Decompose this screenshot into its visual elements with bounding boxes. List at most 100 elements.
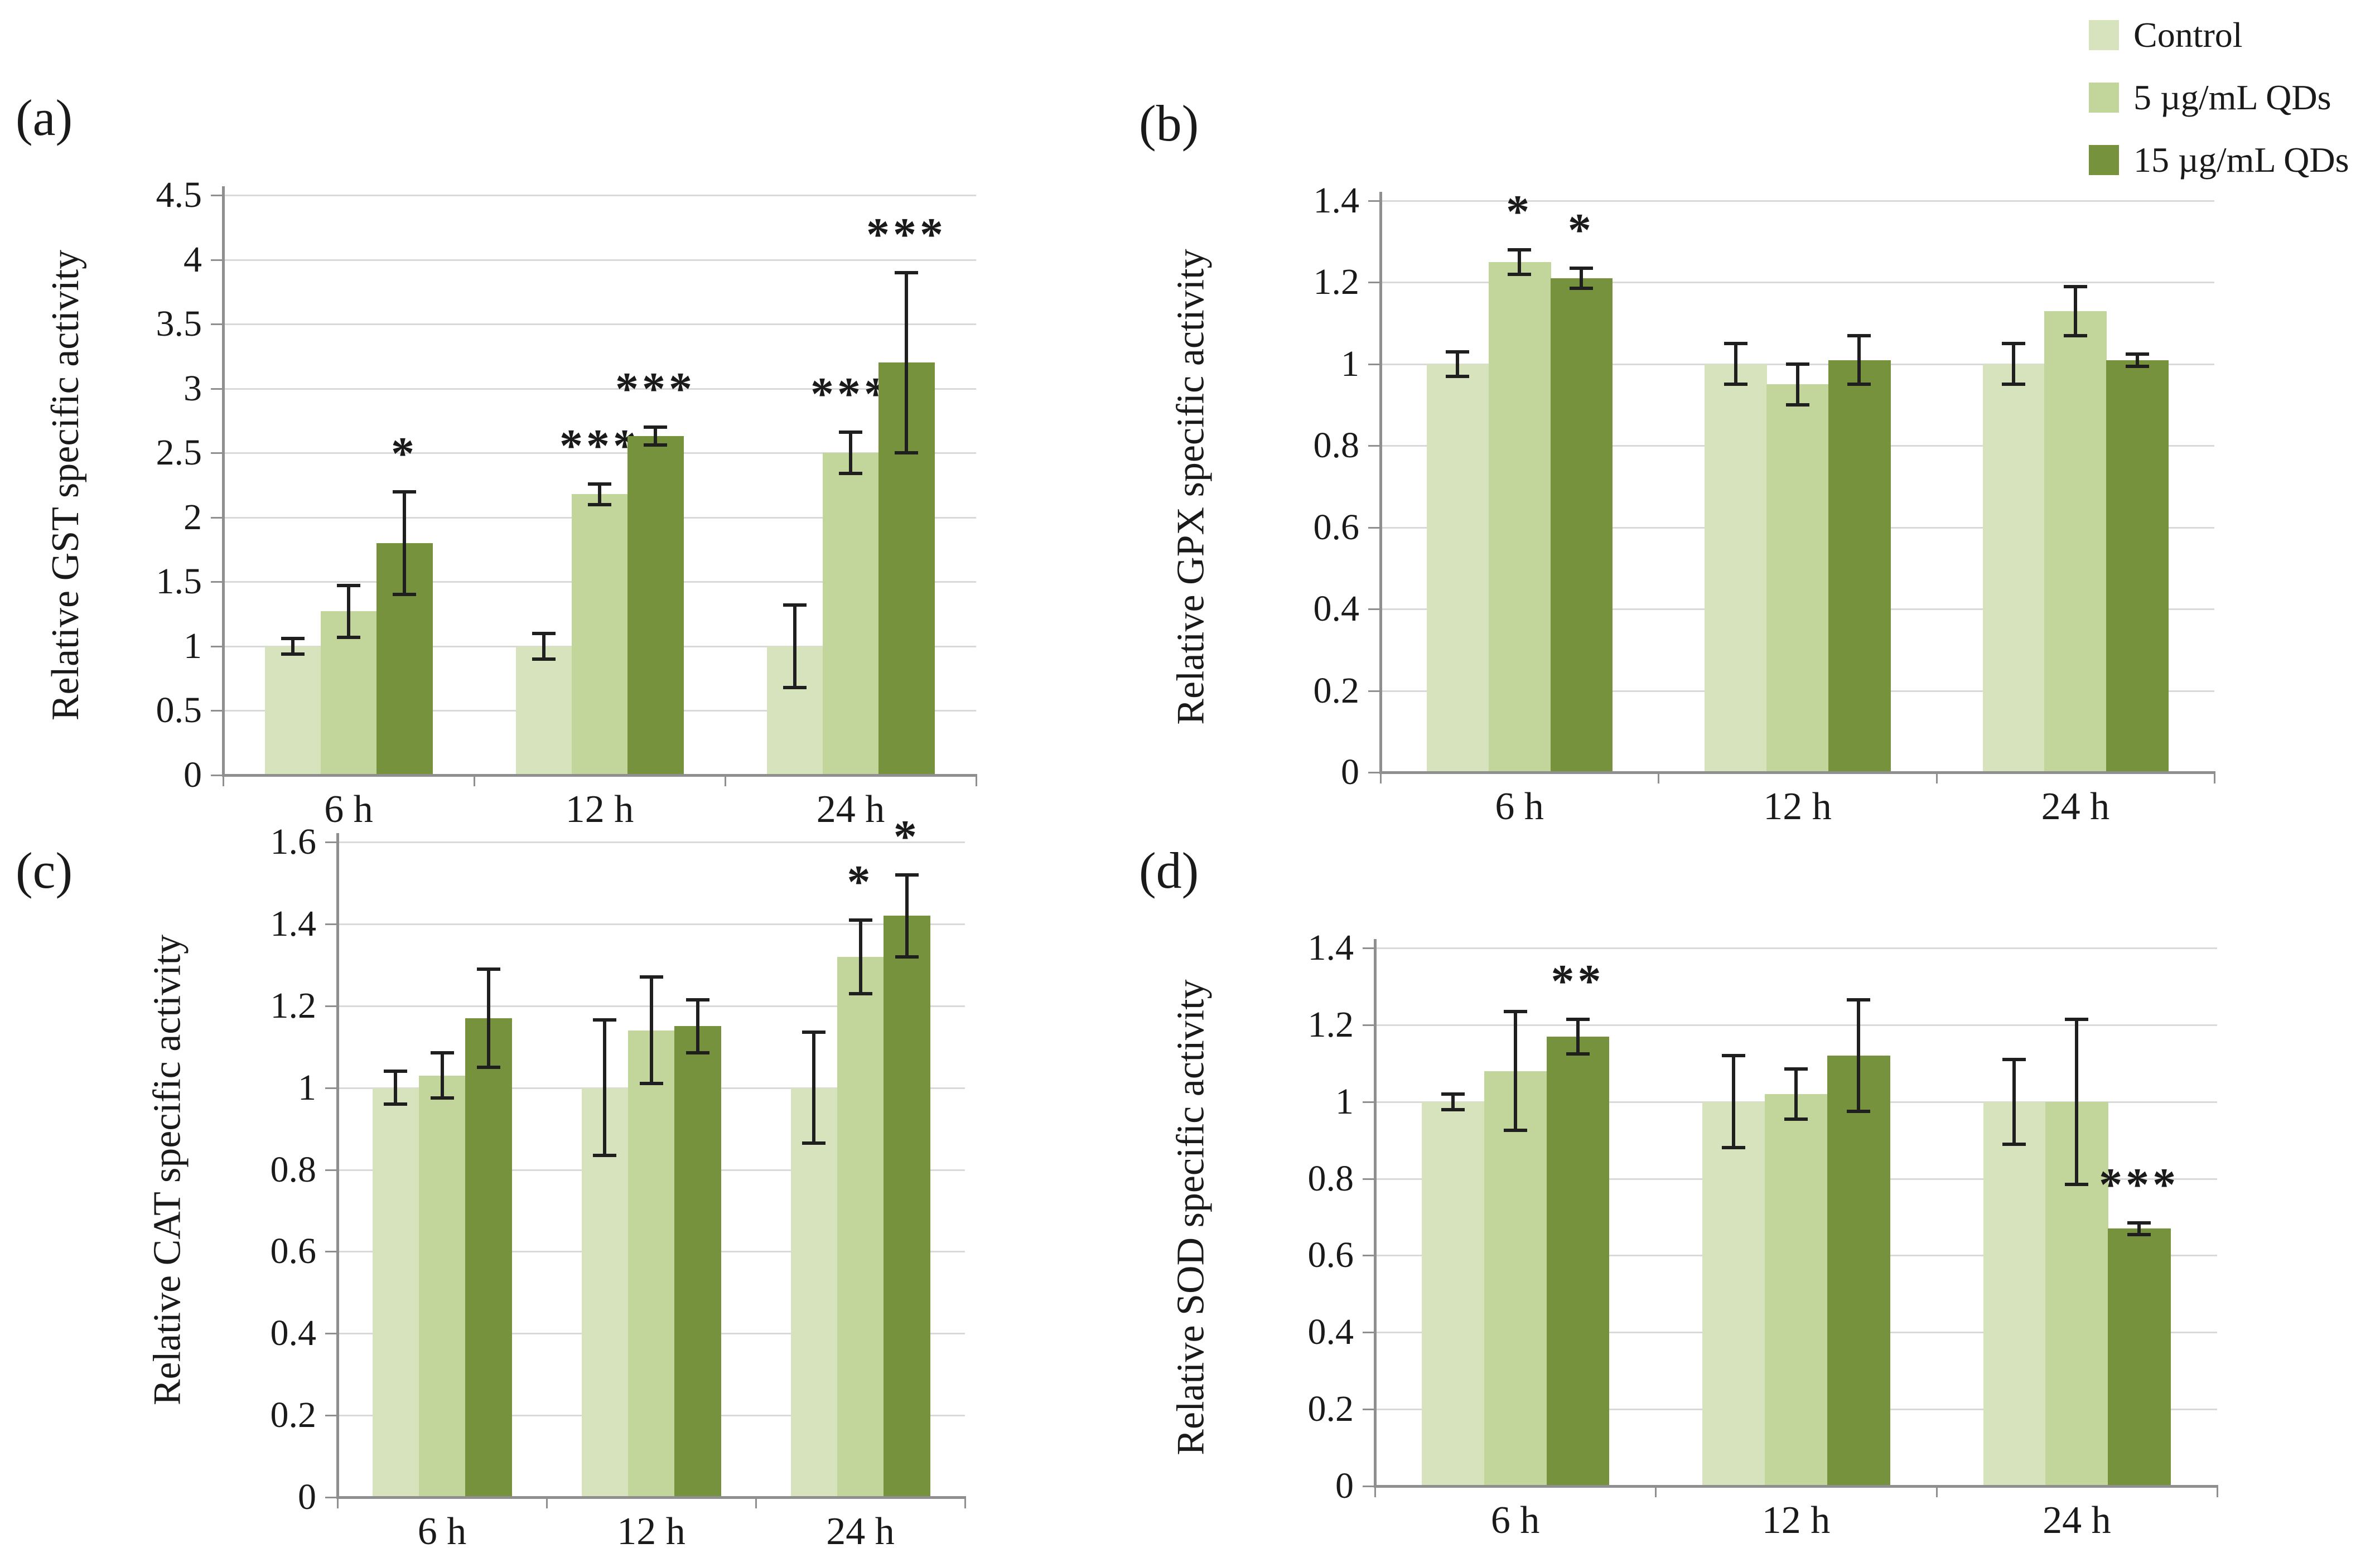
bar-c-24h-s2 xyxy=(884,916,931,1497)
error-bar-cap-top xyxy=(848,918,872,922)
error-bar-line xyxy=(1451,1094,1455,1110)
legend-item-15ug: 15 µg/mL QDs xyxy=(2089,139,2349,181)
x-tick-boundary-3 xyxy=(964,1497,966,1508)
y-tick-label-0: 0 xyxy=(298,1477,316,1517)
gridline-y-1.4 xyxy=(1380,200,2214,202)
y-tick-0.2 xyxy=(325,1415,336,1417)
y-tick-label-1.4: 1.4 xyxy=(270,903,317,944)
error-bar-cap-top xyxy=(1569,266,1593,270)
x-tick-label-12h: 12 h xyxy=(1763,785,1832,828)
error-bar-line xyxy=(486,969,490,1067)
y-tick-label-1.4: 1.4 xyxy=(1313,180,1360,221)
y-tick-1 xyxy=(325,1087,336,1089)
y-tick-label-3: 3 xyxy=(184,367,202,409)
y-tick-label-0.8: 0.8 xyxy=(1307,1158,1354,1199)
error-bar-cap-top xyxy=(895,873,919,877)
error-bar-line xyxy=(858,920,862,994)
y-tick-0 xyxy=(1363,1486,1374,1487)
x-tick-label-12h: 12 h xyxy=(565,788,634,831)
error-bar-cap-top xyxy=(2002,1057,2026,1061)
x-tick-label-12h: 12 h xyxy=(617,1510,685,1553)
y-tick-label-1: 1 xyxy=(298,1067,316,1108)
y-tick-label-4: 4 xyxy=(184,239,202,280)
error-bar-line xyxy=(1734,344,1737,385)
gridline-y-3 xyxy=(223,388,976,390)
y-tick-2 xyxy=(211,516,222,519)
significance-mark: * xyxy=(893,810,920,863)
error-bar-cap-top xyxy=(532,631,556,635)
x-tick-boundary-2 xyxy=(1935,1486,1938,1497)
error-bar-cap-top xyxy=(2002,342,2026,346)
y-tick-1 xyxy=(211,645,222,647)
x-tick-boundary-3 xyxy=(2214,772,2215,783)
error-bar-cap-bottom xyxy=(532,657,556,661)
error-bar-line xyxy=(1579,268,1583,289)
error-bar-cap-top xyxy=(1785,362,1809,366)
error-bar-line xyxy=(793,604,796,688)
gridline-y-1.4 xyxy=(337,923,965,925)
y-tick-4 xyxy=(211,259,222,261)
error-bar-line xyxy=(905,874,909,957)
y-tick-label-0: 0 xyxy=(184,754,202,795)
y-tick-4.5 xyxy=(211,195,222,196)
error-bar-cap-top xyxy=(1441,1092,1465,1096)
error-bar-line xyxy=(403,491,406,595)
error-bar-cap-top xyxy=(476,967,500,971)
error-bar-cap-bottom xyxy=(848,991,872,995)
x-tick-boundary-0 xyxy=(1374,1486,1376,1497)
error-bar-cap-top xyxy=(1722,1054,1746,1057)
error-bar-cap-bottom xyxy=(1784,1117,1808,1121)
y-tick-3 xyxy=(211,388,222,390)
x-tick-boundary-3 xyxy=(2217,1486,2218,1497)
plot-area-gst: 0 0.5 1 1.5 2 2.5 3 3.5 4 4.5 * 6 h *** *** 12 h *** ***… xyxy=(156,177,977,831)
y-axis-line xyxy=(222,186,225,776)
error-bar-cap-top xyxy=(430,1051,454,1055)
y-tick-label-1: 1 xyxy=(1341,343,1359,384)
y-tick-label-0.6: 0.6 xyxy=(270,1231,317,1272)
error-bar-line xyxy=(2012,1059,2016,1144)
error-bar-line xyxy=(2135,354,2139,366)
error-bar-line xyxy=(649,977,653,1084)
gridline-y-2.5 xyxy=(223,452,976,454)
y-tick-1.2 xyxy=(1368,282,1379,284)
error-bar-line xyxy=(1456,351,1460,376)
gridline-y-1.4 xyxy=(1375,947,2217,949)
bar-b-12h-s0 xyxy=(1705,364,1768,772)
error-bar-line xyxy=(2075,1019,2079,1184)
y-tick-label-0.2: 0.2 xyxy=(1307,1388,1354,1430)
bar-c-12h-s1 xyxy=(627,1030,675,1497)
five-ug-swatch-icon xyxy=(2089,83,2119,113)
y-tick-0 xyxy=(325,1497,336,1498)
bar-b-12h-s1 xyxy=(1766,384,1829,772)
error-bar-cap-top xyxy=(802,1031,826,1034)
error-bar-cap-bottom xyxy=(802,1141,826,1145)
error-bar-cap-bottom xyxy=(281,652,305,656)
error-bar-line xyxy=(849,432,852,474)
legend-label-15ug: 15 µg/mL QDs xyxy=(2133,140,2349,180)
error-bar-cap-top xyxy=(839,430,862,434)
legend-item-control: Control xyxy=(2089,14,2349,56)
y-tick-0.6 xyxy=(1368,526,1379,529)
bar-c-6h-s0 xyxy=(372,1087,419,1497)
error-bar-cap-top xyxy=(644,425,667,429)
y-tick-label-1.6: 1.6 xyxy=(270,821,317,862)
error-bar-cap-top xyxy=(384,1070,408,1073)
legend-label-5ug: 5 µg/mL QDs xyxy=(2133,78,2331,117)
y-tick-label-0.8: 0.8 xyxy=(270,1149,317,1190)
significance-mark: * xyxy=(1506,185,1533,238)
y-tick-0.8 xyxy=(325,1169,336,1171)
error-bar-cap-top xyxy=(1446,350,1470,354)
error-bar-line xyxy=(905,272,908,453)
bar-a-6h-s0 xyxy=(265,646,321,775)
gridline-y-1.2 xyxy=(1380,282,2214,284)
bar-c-24h-s0 xyxy=(790,1087,838,1497)
y-tick-label-0: 0 xyxy=(1341,752,1359,792)
fifteen-ug-swatch-icon xyxy=(2089,145,2119,175)
bar-c-24h-s1 xyxy=(837,956,885,1497)
error-bar-cap-bottom xyxy=(1722,1146,1746,1150)
x-tick-label-6h: 6 h xyxy=(417,1510,467,1553)
error-bar-line xyxy=(603,1020,607,1155)
error-bar-cap-bottom xyxy=(2125,364,2149,368)
gridline-y-1.2 xyxy=(1375,1024,2217,1026)
y-tick-label-0.8: 0.8 xyxy=(1313,425,1360,466)
